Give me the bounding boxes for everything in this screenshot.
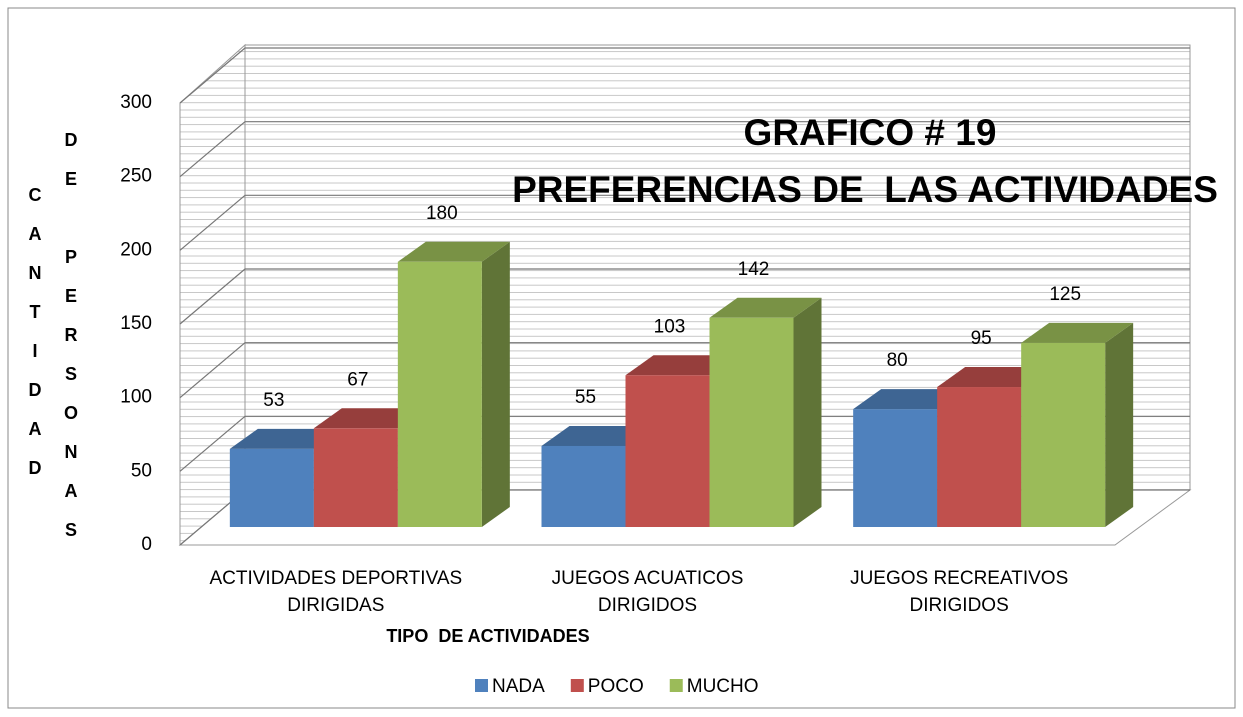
x-tick-label: ACTIVIDADES DEPORTIVAS DIRIGIDAS	[209, 568, 463, 616]
legend-label: POCO	[588, 676, 644, 697]
bar-front	[937, 387, 1022, 527]
value-label: 180	[426, 203, 458, 224]
legend-swatch	[669, 679, 683, 692]
chart-title: GRAFICO # 19	[744, 112, 997, 153]
grid-line	[179, 121, 1190, 178]
x-tick-label: JUEGOS RECREATIVOS DIRIGIDOS	[850, 568, 1069, 616]
legend-label: MUCHO	[687, 676, 759, 697]
grid-line	[179, 194, 1190, 251]
bar	[397, 241, 510, 528]
value-label: 125	[1049, 284, 1081, 305]
y-tick-label: 100	[120, 387, 152, 408]
bar-front	[313, 428, 398, 527]
y-axis-label: CANTIDAD	[25, 185, 45, 497]
value-label: 103	[654, 316, 686, 337]
bar-top	[709, 297, 822, 318]
x-axis-label: TIPO DE ACTIVIDADES	[386, 626, 589, 646]
bar-front	[397, 261, 482, 527]
grid-line	[179, 47, 1190, 104]
legend-swatch	[475, 679, 488, 692]
bar-top	[1021, 322, 1134, 343]
bar-front	[541, 445, 626, 527]
chart-subtitle: PREFERENCIAS DE LAS ACTIVIDADES	[512, 169, 1218, 210]
grid-line	[179, 342, 1190, 399]
y-tick-label: 0	[141, 534, 152, 555]
bar-front	[709, 317, 794, 527]
y-tick-label: 250	[120, 166, 152, 187]
value-label: 53	[263, 390, 284, 411]
bar-top	[937, 367, 1050, 388]
legend-swatch	[570, 679, 584, 692]
bar-front	[229, 448, 314, 527]
bar-top	[397, 241, 510, 262]
y-tick-label: 150	[120, 313, 152, 334]
bar-front	[1021, 342, 1106, 527]
y-tick-label: 300	[120, 92, 152, 113]
value-label: 55	[575, 387, 596, 408]
bar	[1021, 322, 1134, 527]
x-tick-label: JUEGOS ACUATICOS DIRIGIDOS	[551, 568, 744, 616]
value-label: 95	[971, 328, 992, 349]
bar-side	[1105, 322, 1134, 527]
y-tick-label: 50	[131, 460, 152, 481]
bar	[709, 297, 822, 527]
bar-side	[793, 297, 822, 527]
value-label: 80	[887, 350, 908, 371]
bar-front	[853, 409, 938, 527]
legend-label: NADA	[492, 676, 545, 697]
bar-side	[481, 241, 510, 528]
value-label: 67	[347, 369, 368, 390]
value-label: 142	[738, 259, 770, 280]
grid-line	[179, 268, 1190, 325]
y-axis-label: DE PERSONAS	[61, 130, 81, 559]
y-tick-label: 200	[120, 239, 152, 260]
bar-front	[625, 375, 710, 527]
